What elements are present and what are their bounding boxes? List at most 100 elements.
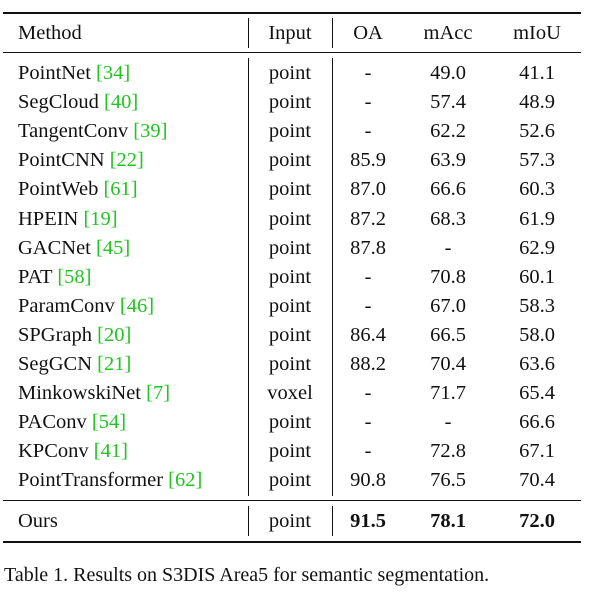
header-cell: OA bbox=[353, 22, 383, 44]
value-cell: point bbox=[268, 120, 312, 143]
citation: [54] bbox=[91, 411, 127, 434]
value-cell: 63.6 bbox=[519, 353, 555, 375]
citation: [58] bbox=[57, 265, 92, 288]
value-cell: 72.0 bbox=[519, 510, 555, 532]
citation: [39] bbox=[133, 120, 168, 143]
ours-rule bbox=[3, 500, 581, 501]
value-cell: 57.4 bbox=[430, 91, 466, 114]
value-cell: 66.6 bbox=[430, 178, 466, 201]
value-cell: - bbox=[364, 120, 372, 143]
method-name: PointNet bbox=[18, 62, 91, 84]
top-rule bbox=[3, 12, 581, 14]
method-cell: ParamConv [46] bbox=[18, 294, 154, 318]
method-name: HPEIN bbox=[18, 207, 79, 230]
citation: [41] bbox=[93, 440, 128, 463]
value-cell: - bbox=[364, 382, 372, 405]
method-name: SegCloud bbox=[18, 91, 99, 114]
value-cell: point bbox=[268, 207, 312, 230]
value-cell: 91.5 bbox=[350, 510, 386, 532]
method-name: SPGraph bbox=[18, 323, 93, 346]
value-cell: 70.4 bbox=[430, 353, 466, 375]
value-cell: - bbox=[444, 236, 452, 259]
value-cell: point bbox=[268, 91, 312, 114]
method-cell: TangentConv [39] bbox=[18, 119, 167, 143]
value-cell: point bbox=[268, 149, 312, 172]
value-cell: point bbox=[268, 440, 312, 463]
citation: [21] bbox=[97, 353, 132, 375]
value-cell: 41.1 bbox=[519, 62, 555, 84]
method-name: SegGCN bbox=[18, 353, 93, 375]
value-cell: 61.9 bbox=[519, 207, 555, 230]
value-cell: 66.5 bbox=[430, 323, 466, 346]
col-divider bbox=[248, 58, 249, 496]
value-cell: point bbox=[268, 469, 312, 492]
method-name: PointCNN bbox=[18, 149, 105, 172]
header-cell: mIoU bbox=[513, 22, 561, 44]
value-cell: 88.2 bbox=[350, 353, 386, 375]
value-cell: 60.1 bbox=[519, 265, 555, 288]
col-divider bbox=[332, 58, 333, 496]
method-cell: Ours bbox=[18, 509, 58, 533]
method-cell: MinkowskiNet [7] bbox=[18, 381, 170, 405]
caption: Table 1. Results on S3DIS Area5 for sema… bbox=[4, 564, 490, 586]
value-cell: 85.9 bbox=[350, 149, 386, 172]
value-cell: - bbox=[364, 265, 372, 288]
value-cell: point bbox=[268, 178, 312, 201]
value-cell: point bbox=[268, 411, 312, 434]
method-name: GACNet bbox=[18, 236, 91, 259]
value-cell: 72.8 bbox=[430, 440, 466, 463]
method-name: MinkowskiNet bbox=[18, 382, 141, 405]
header-rule bbox=[3, 52, 581, 53]
method-cell: HPEIN [19] bbox=[18, 207, 118, 231]
col-divider bbox=[332, 18, 333, 48]
citation: [40] bbox=[104, 91, 139, 114]
citation: [22] bbox=[109, 149, 144, 172]
value-cell: - bbox=[364, 440, 372, 463]
value-cell: 57.3 bbox=[519, 149, 555, 172]
value-cell: 60.3 bbox=[519, 178, 555, 201]
citation: [61] bbox=[103, 178, 138, 201]
value-cell: 48.9 bbox=[519, 91, 555, 114]
header-cell: Input bbox=[268, 22, 312, 44]
value-cell: 70.8 bbox=[430, 265, 466, 288]
value-cell: 63.9 bbox=[430, 149, 466, 172]
value-cell: 87.0 bbox=[350, 178, 386, 201]
value-cell: 71.7 bbox=[430, 382, 466, 405]
value-cell: 58.3 bbox=[519, 294, 555, 317]
value-cell: 62.2 bbox=[430, 120, 466, 143]
citation: [20] bbox=[97, 323, 132, 346]
method-cell: SegGCN [21] bbox=[18, 352, 131, 376]
method-cell: PAConv [54] bbox=[18, 410, 126, 434]
value-cell: 90.8 bbox=[350, 469, 386, 492]
value-cell: point bbox=[268, 294, 312, 317]
value-cell: 67.1 bbox=[519, 440, 555, 463]
value-cell: 78.1 bbox=[430, 510, 466, 532]
citation: [7] bbox=[146, 382, 171, 405]
value-cell: 62.9 bbox=[519, 236, 555, 259]
value-cell: - bbox=[364, 411, 372, 434]
value-cell: 70.4 bbox=[519, 469, 555, 492]
method-name: TangentConv bbox=[18, 120, 129, 143]
method-name: PointWeb bbox=[18, 178, 99, 201]
value-cell: 66.6 bbox=[519, 411, 555, 434]
method-cell: PointTransformer [62] bbox=[18, 468, 202, 492]
bottom-rule bbox=[3, 541, 581, 543]
method-cell: SegCloud [40] bbox=[18, 90, 138, 114]
method-cell: PointNet [34] bbox=[18, 61, 130, 85]
method-cell: PointWeb [61] bbox=[18, 177, 138, 201]
value-cell: 67.0 bbox=[430, 294, 466, 317]
value-cell: point bbox=[268, 62, 312, 84]
value-cell: 65.4 bbox=[519, 382, 555, 405]
col-divider bbox=[248, 18, 249, 48]
value-cell: - bbox=[364, 62, 372, 84]
col-divider bbox=[248, 506, 249, 536]
method-name: KPConv bbox=[18, 440, 89, 463]
citation: [19] bbox=[83, 207, 118, 230]
value-cell: 58.0 bbox=[519, 323, 555, 346]
value-cell: 87.2 bbox=[350, 207, 386, 230]
method-name: PointTransformer bbox=[18, 469, 164, 492]
method-name: PAT bbox=[18, 265, 53, 288]
value-cell: 68.3 bbox=[430, 207, 466, 230]
citation: [45] bbox=[96, 236, 131, 259]
